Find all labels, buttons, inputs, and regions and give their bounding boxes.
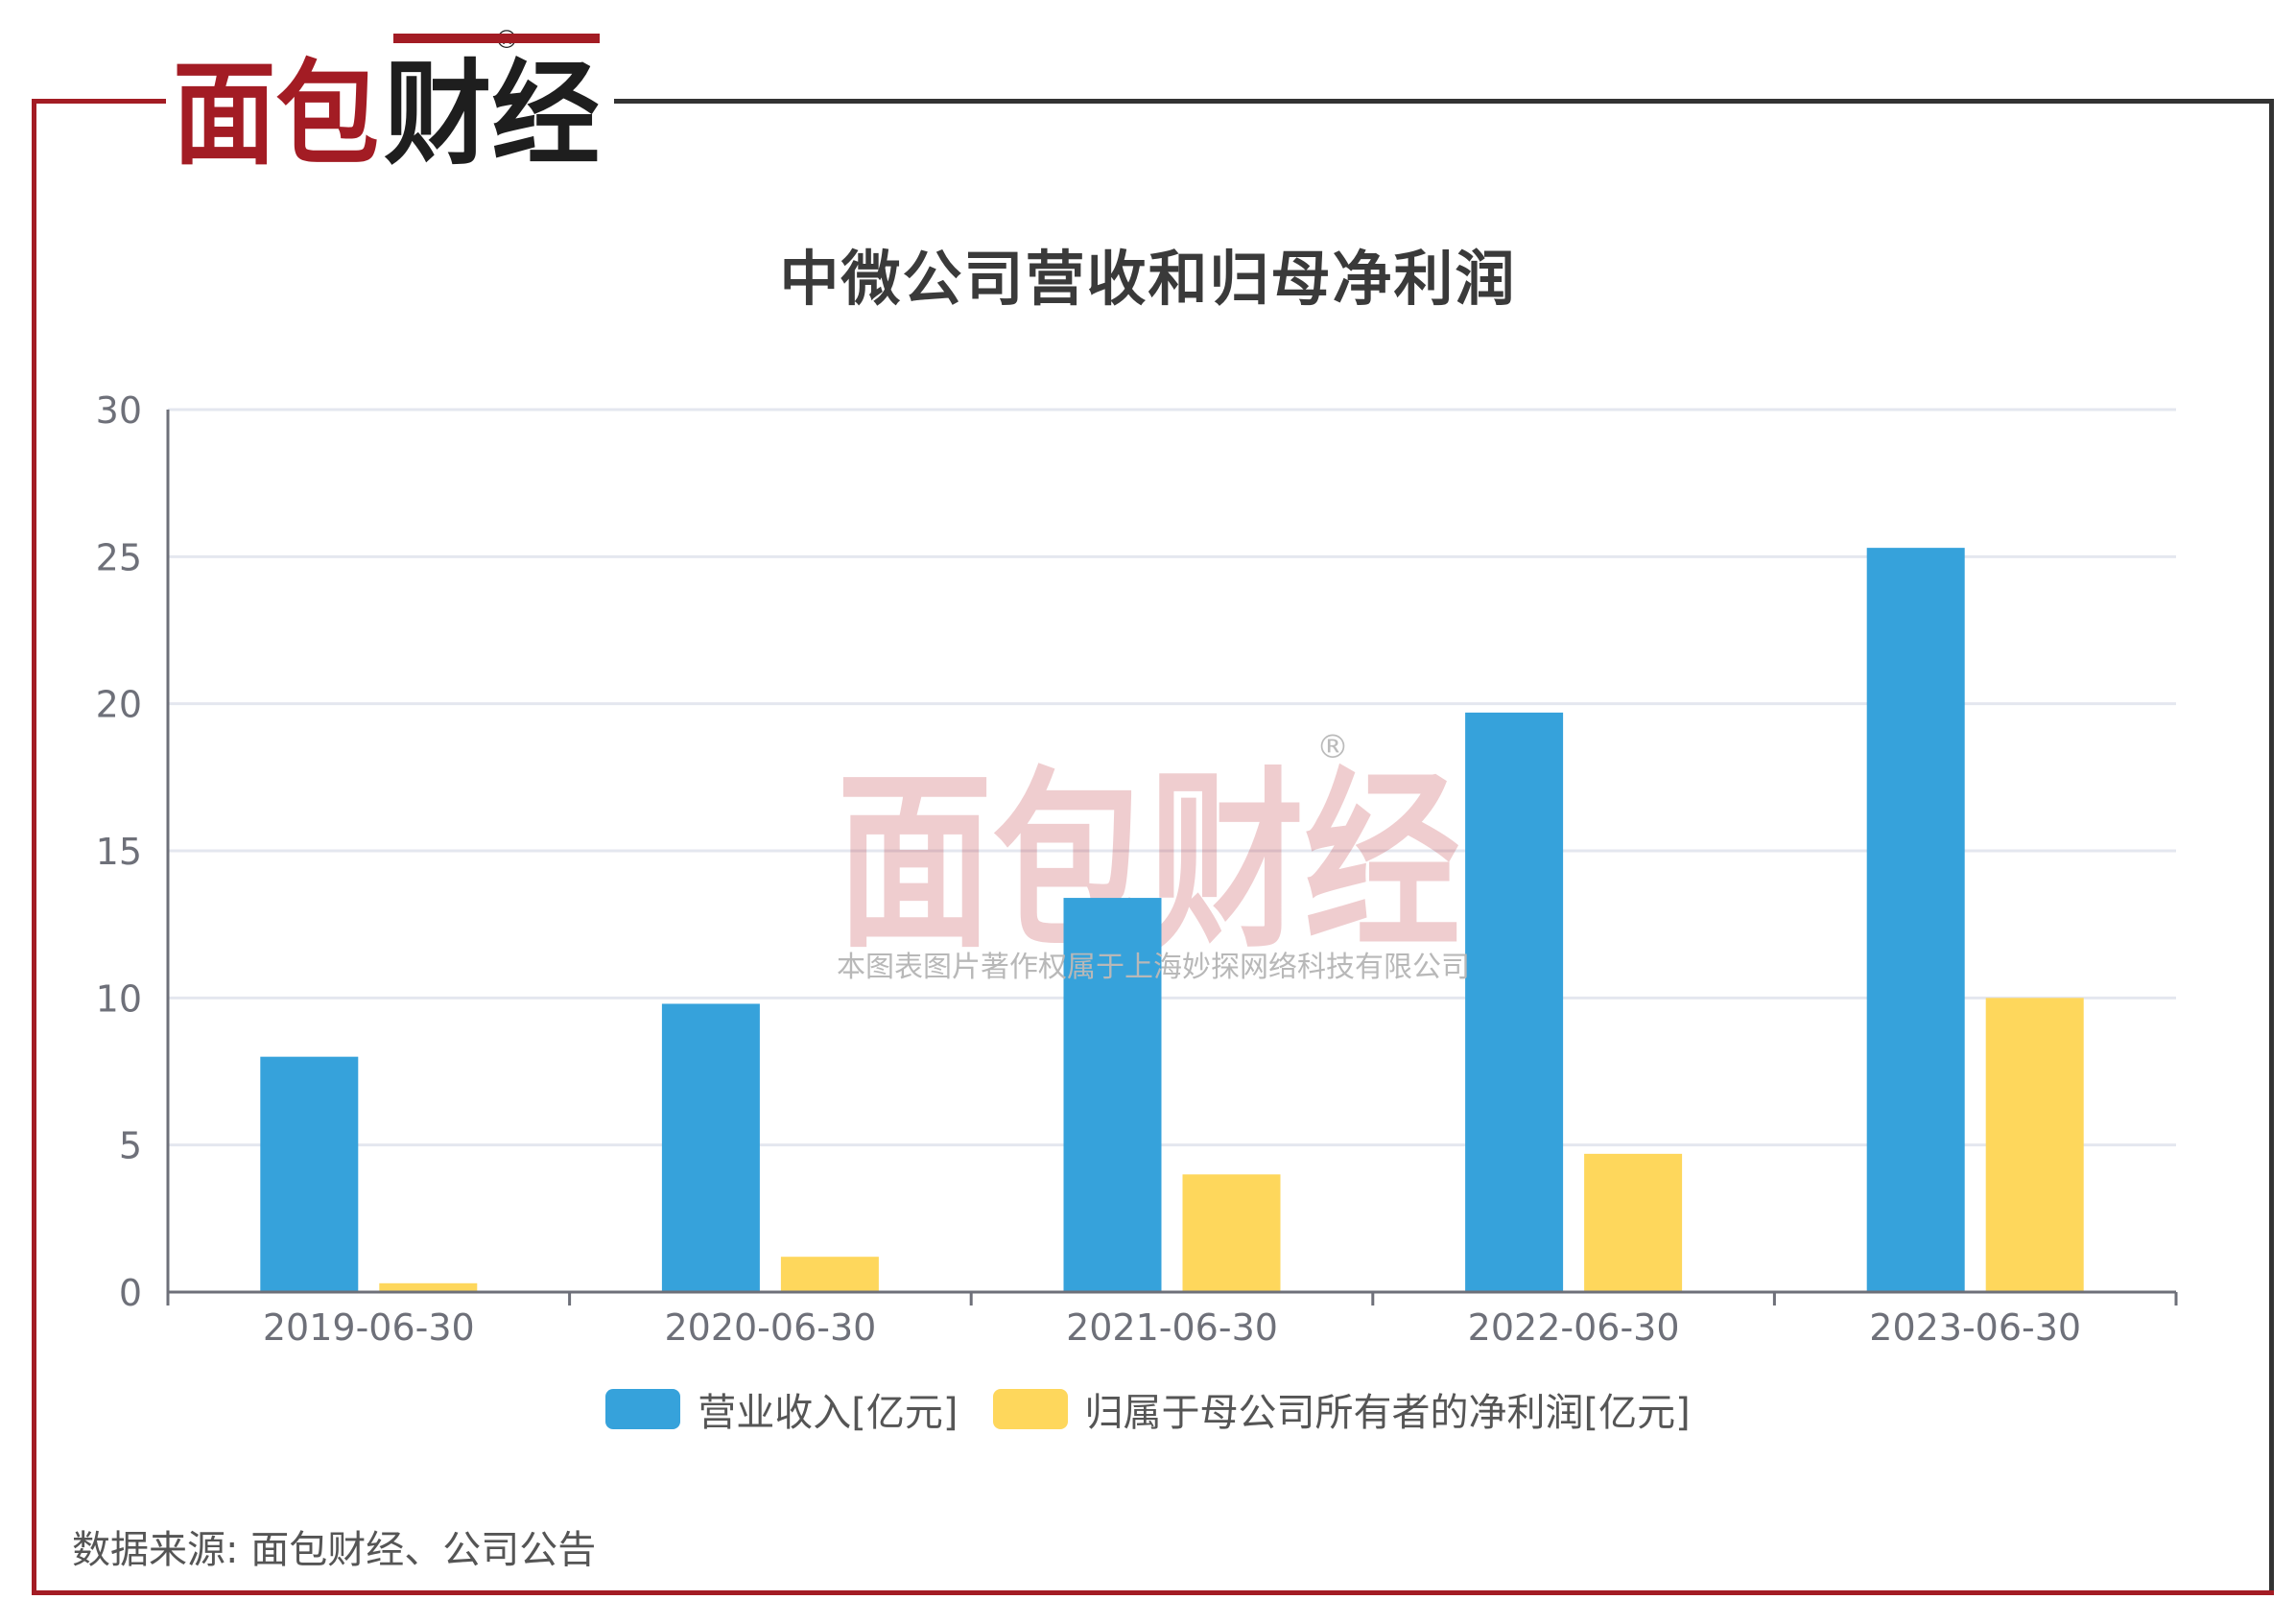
bar-net-profit[interactable] — [1584, 1153, 1683, 1292]
legend-label-revenue: 营业收入[亿元] — [698, 1391, 959, 1435]
frame-top-left — [32, 99, 166, 104]
bar-net-profit[interactable] — [1182, 1174, 1281, 1292]
legend-item-net-profit[interactable]: 归属于母公司所有者的净利润[亿元] — [992, 1381, 1691, 1437]
y-tick-label: 0 — [119, 1272, 142, 1314]
data-source: 数据来源: 面包财经、公司公告 — [72, 1528, 597, 1572]
legend-label-net-profit: 归属于母公司所有者的净利润[亿元] — [1084, 1391, 1691, 1435]
frame-bottom — [32, 1590, 2274, 1595]
y-tick-label: 5 — [119, 1125, 142, 1167]
frame-right — [2269, 99, 2274, 1595]
chart-legend: 营业收入[亿元] 归属于母公司所有者的净利润[亿元] — [0, 1381, 2296, 1437]
bar-revenue[interactable] — [661, 1003, 760, 1292]
watermark-registered-mark: ® — [1316, 728, 1349, 766]
x-tick-label: 2021-06-30 — [1066, 1306, 1278, 1349]
bar-revenue[interactable] — [1063, 898, 1162, 1292]
chart-title: 中微公司营收和归母净利润 — [779, 244, 1517, 314]
legend-item-revenue[interactable]: 营业收入[亿元] — [605, 1381, 959, 1437]
bar-net-profit[interactable] — [780, 1257, 879, 1292]
y-tick-label: 10 — [96, 977, 142, 1020]
y-tick-label: 25 — [96, 536, 142, 578]
y-tick-label: 30 — [96, 389, 142, 432]
bar-net-profit[interactable] — [379, 1282, 478, 1292]
logo-text-red: 面包 — [173, 48, 379, 168]
x-tick-label: 2023-06-30 — [1869, 1306, 2081, 1349]
bar-revenue[interactable] — [260, 1056, 359, 1292]
x-tick-label: 2020-06-30 — [664, 1306, 876, 1349]
y-tick-label: 15 — [96, 831, 142, 873]
bar-revenue[interactable] — [1465, 712, 1564, 1292]
frame-top-right — [614, 99, 2274, 104]
x-tick-label: 2022-06-30 — [1468, 1306, 1680, 1349]
bar-revenue[interactable] — [1866, 548, 1965, 1292]
x-tick-label: 2019-06-30 — [263, 1306, 475, 1349]
frame-left — [32, 99, 36, 1595]
logo-text-dark: 财经 — [384, 48, 600, 168]
bar-net-profit[interactable] — [1985, 998, 2084, 1292]
brand-logo: ® 面包 财经 — [173, 26, 600, 168]
watermark-subtext: 本图表图片著作权属于上海妙探网络科技有限公司 — [837, 951, 1470, 984]
legend-swatch-net-profit — [992, 1389, 1068, 1429]
legend-swatch-revenue — [605, 1389, 681, 1429]
y-tick-label: 20 — [96, 684, 142, 726]
